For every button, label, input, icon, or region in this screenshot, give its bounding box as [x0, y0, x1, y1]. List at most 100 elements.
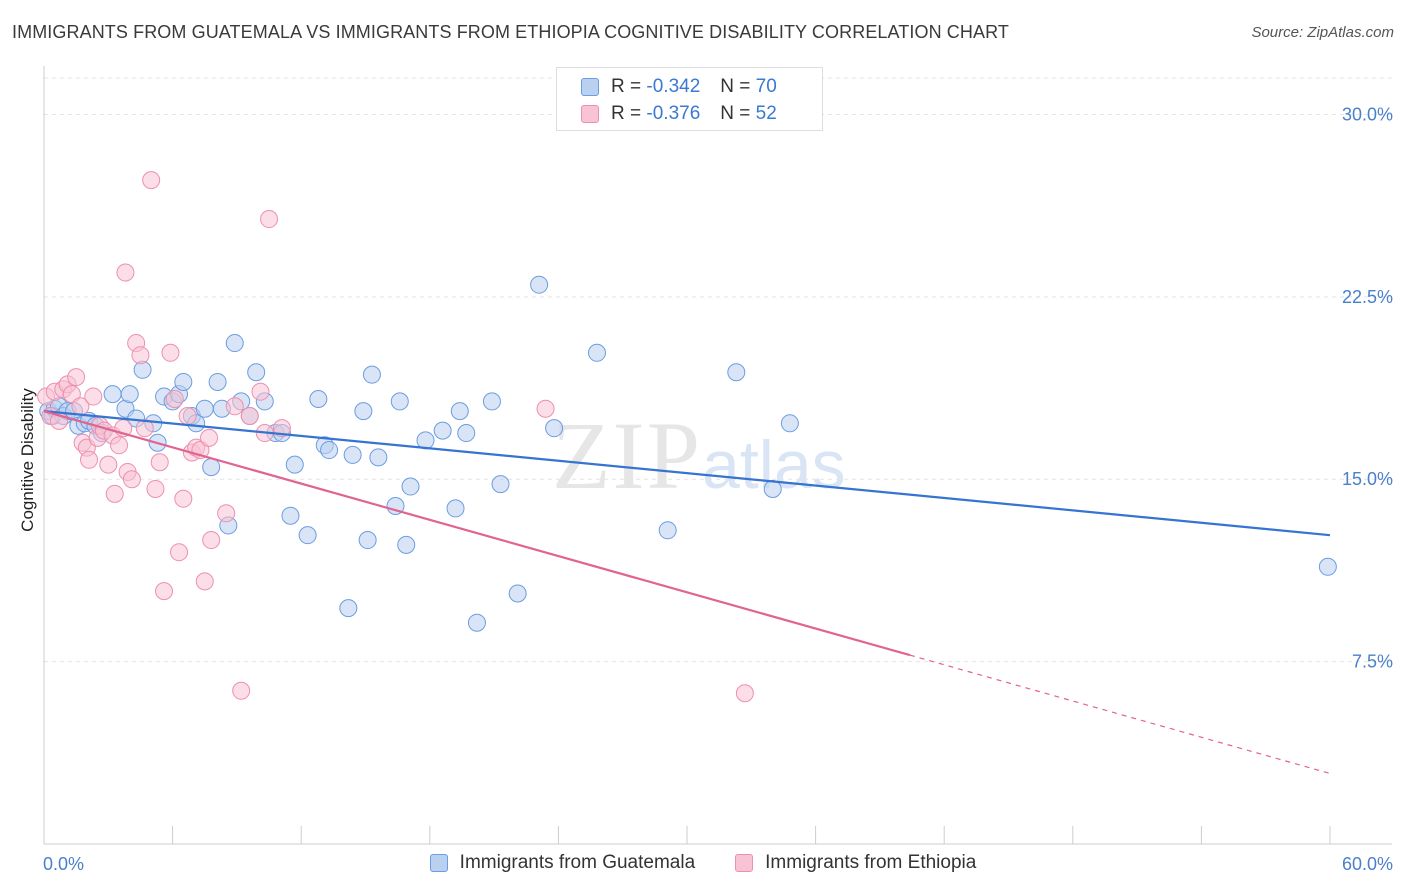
guatemala-point-48 — [369, 448, 388, 467]
ethiopia-point-16 — [99, 455, 118, 474]
guatemala-trend-line — [43, 410, 1331, 537]
ethiopia-point-25 — [135, 419, 154, 438]
guatemala-legend-swatch — [429, 854, 448, 872]
guatemala-point-43 — [339, 599, 358, 618]
ethiopia-point-45 — [251, 382, 270, 401]
guatemala-point-63 — [545, 419, 564, 438]
series-legend: Immigrants from Guatemala Immigrants fro… — [0, 852, 1406, 874]
y-tick-label-0: 7.5% — [1352, 652, 1393, 672]
guatemala-point-59 — [482, 392, 501, 411]
ethiopia-point-6 — [62, 385, 81, 404]
ethiopia-point-33 — [174, 489, 193, 508]
guatemala-point-14 — [120, 385, 139, 404]
guatemala-point-52 — [401, 477, 420, 496]
ethiopia-point-29 — [155, 582, 174, 601]
ethiopia-point-32 — [170, 543, 189, 562]
ethiopia-point-49 — [116, 263, 135, 282]
guatemala-point-26 — [202, 458, 221, 477]
guatemala-point-37 — [281, 506, 300, 525]
ethiopia-point-24 — [131, 346, 150, 365]
watermark-zip: ZIP — [552, 402, 702, 509]
stats-legend: R = -0.342 N = 70 R = -0.376 N = 52 — [556, 67, 823, 131]
watermark: ZIPatlas — [552, 400, 846, 511]
guatemala-point-30 — [225, 334, 244, 353]
ethiopia-point-11 — [80, 450, 99, 469]
legend-n-label: N = — [720, 103, 751, 124]
ethiopia-legend-label: Immigrants from Ethiopia — [765, 852, 977, 873]
ethiopia-point-42 — [225, 397, 244, 416]
guatemala-point-54 — [433, 421, 452, 440]
guatemala-point-51 — [397, 535, 416, 554]
guatemala-legend-label: Immigrants from Guatemala — [459, 852, 696, 873]
y-tick-label-2: 22.5% — [1342, 287, 1393, 307]
guatemala-point-50 — [390, 392, 409, 411]
guatemala-point-25 — [195, 399, 214, 418]
guatemala-point-66 — [727, 363, 746, 382]
guatemala-point-58 — [467, 613, 486, 632]
ethiopia-point-30 — [161, 343, 180, 362]
ethiopia-r-value: -0.376 — [646, 103, 701, 124]
ethiopia-point-38 — [195, 572, 214, 591]
guatemala-point-27 — [208, 372, 227, 391]
ethiopia-point-48 — [272, 419, 291, 438]
guatemala-point-49 — [386, 496, 405, 515]
ethiopia-trend-extension — [909, 654, 1331, 775]
guatemala-point-33 — [247, 363, 266, 382]
ethiopia-point-44 — [240, 407, 259, 426]
guatemala-swatch — [581, 78, 599, 96]
ethiopia-swatch — [581, 105, 599, 123]
legend-row-ethiopia: R = -0.376 N = 52 — [581, 103, 777, 125]
ethiopia-trend-line — [43, 410, 911, 657]
ethiopia-legend-swatch — [735, 854, 754, 872]
guatemala-n-value: 70 — [755, 76, 777, 97]
x-tick-label-0: 0.0% — [43, 854, 84, 874]
ethiopia-point-43 — [232, 681, 251, 700]
guatemala-point-38 — [285, 455, 304, 474]
y-tick-label-3: 30.0% — [1342, 104, 1393, 124]
guatemala-point-68 — [780, 414, 799, 433]
guatemala-point-42 — [320, 441, 339, 460]
guatemala-point-60 — [491, 475, 510, 494]
legend-item-guatemala[interactable]: Immigrants from Guatemala — [429, 852, 696, 874]
ethiopia-point-7 — [67, 368, 86, 387]
guatemala-point-56 — [450, 402, 469, 421]
guatemala-point-40 — [309, 389, 328, 408]
guatemala-point-12 — [103, 385, 122, 404]
ethiopia-point-28 — [150, 453, 169, 472]
guatemala-point-44 — [343, 445, 362, 464]
legend-row-guatemala: R = -0.342 N = 70 — [581, 76, 777, 98]
source-credit: Source: ZipAtlas.com — [1251, 24, 1394, 41]
ethiopia-point-12 — [84, 387, 103, 406]
ethiopia-point-47 — [260, 210, 279, 229]
x-tick-label-1: 60.0% — [1342, 854, 1393, 874]
chart-title: IMMIGRANTS FROM GUATEMALA VS IMMIGRANTS … — [12, 22, 1009, 42]
ethiopia-point-26 — [142, 171, 161, 190]
guatemala-point-22 — [174, 372, 193, 391]
y-tick-label-1: 15.0% — [1342, 469, 1393, 489]
guatemala-point-57 — [457, 424, 476, 443]
guatemala-point-69 — [1318, 557, 1337, 576]
guatemala-r-value: -0.342 — [646, 76, 701, 97]
guatemala-point-55 — [446, 499, 465, 518]
ethiopia-point-31 — [165, 389, 184, 408]
ethiopia-point-41 — [217, 504, 236, 523]
ethiopia-point-39 — [200, 428, 219, 447]
guatemala-point-62 — [530, 275, 549, 294]
ethiopia-point-19 — [110, 436, 129, 455]
ethiopia-point-27 — [146, 479, 165, 498]
guatemala-point-64 — [587, 343, 606, 362]
guatemala-point-39 — [298, 526, 317, 545]
ethiopia-n-value: 52 — [755, 103, 777, 124]
ethiopia-point-40 — [202, 531, 221, 550]
guatemala-point-61 — [508, 584, 527, 603]
ethiopia-point-51 — [735, 684, 754, 703]
ethiopia-point-18 — [105, 484, 124, 503]
guatemala-point-47 — [362, 365, 381, 384]
ethiopia-point-22 — [122, 470, 141, 489]
guatemala-point-45 — [354, 402, 373, 421]
ethiopia-point-50 — [536, 399, 555, 418]
guatemala-point-65 — [658, 521, 677, 540]
legend-r-label: R = — [611, 103, 642, 124]
legend-item-ethiopia[interactable]: Immigrants from Ethiopia — [735, 852, 976, 874]
